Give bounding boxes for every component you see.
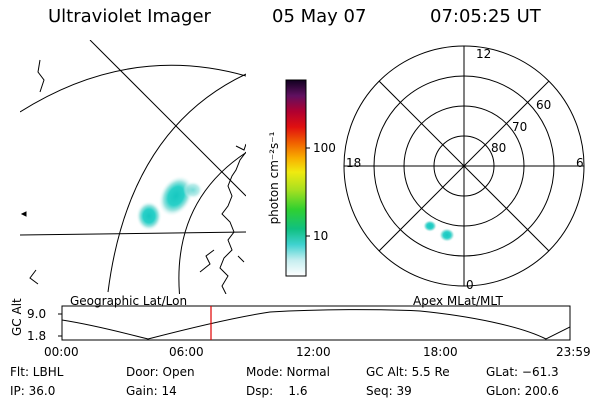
equator-line (20, 231, 246, 236)
glat-info: GLat: −61.3 (486, 365, 559, 379)
coastline (235, 143, 246, 151)
aurora-emission-blob (423, 220, 437, 232)
coastline (37, 59, 45, 93)
mode-info: Mode: Normal (246, 365, 330, 379)
time-tick-label: 23:59 (556, 345, 591, 359)
lat-label-70: 70 (512, 120, 528, 134)
mlt-label-12: 12 (476, 47, 492, 61)
aurora-emission-faint (183, 181, 203, 199)
colorbar-tick-label: 100 (313, 141, 336, 155)
observation-date: 05 May 07 (272, 6, 367, 27)
coastline-marker (20, 211, 27, 217)
time-tick-label: 18:00 (423, 345, 458, 359)
latitude-circle (20, 64, 246, 113)
colorbar (285, 79, 307, 277)
left-panel-caption: Geographic Lat/Lon (70, 294, 188, 308)
colorbar-unit-label: photon cm⁻²s⁻¹ (267, 131, 281, 225)
coastline (237, 255, 245, 263)
altitude-tick-label: 9.0 (27, 307, 47, 321)
mlt-label-18: 18 (346, 156, 362, 170)
time-tick-label: 12:00 (296, 345, 331, 359)
polar-plot (343, 45, 585, 287)
latitude-circle (178, 152, 246, 294)
observation-time: 07:05:25 UT (430, 6, 541, 27)
gain-info: Gain: 14 (126, 384, 177, 398)
mlt-label-6: 6 (576, 156, 584, 170)
mlt-line-diagonal (378, 80, 550, 252)
altitude-axis-label: GC Alt (10, 298, 24, 336)
colorbar-ticks (306, 147, 310, 237)
geographic-map (20, 40, 246, 294)
aurora-emission-blob (136, 201, 162, 231)
lat-label-60: 60 (536, 98, 552, 112)
latitude-circle (107, 73, 246, 293)
ip-info: IP: 36.0 (10, 384, 56, 398)
door-info: Door: Open (126, 365, 195, 379)
altitude-axis-ticks (58, 313, 62, 337)
glon-info: GLon: 200.6 (486, 384, 559, 398)
altitude-plot-frame (61, 305, 571, 341)
lat-label-80: 80 (491, 141, 507, 155)
dsp-info: Dsp: 1.6 (246, 384, 308, 398)
meridian-line (89, 40, 246, 197)
coastline (219, 151, 246, 294)
mlt-label-0: 0 (466, 278, 474, 292)
coastline (29, 269, 39, 285)
instrument-title: Ultraviolet Imager (48, 6, 211, 27)
aurora-emission-blob (439, 228, 455, 242)
altitude-curve (62, 309, 570, 340)
time-tick-label: 00:00 (44, 345, 79, 359)
filter-info: Flt: LBHL (10, 365, 64, 379)
time-tick-label: 06:00 (169, 345, 204, 359)
colorbar-tick-label: 10 (313, 229, 329, 243)
sequence-info: Seq: 39 (366, 384, 412, 398)
gc-alt-info: GC Alt: 5.5 Re (366, 365, 450, 379)
right-panel-caption: Apex MLat/MLT (413, 294, 503, 308)
altitude-tick-label: 1.8 (27, 329, 47, 343)
coastline (199, 249, 215, 273)
